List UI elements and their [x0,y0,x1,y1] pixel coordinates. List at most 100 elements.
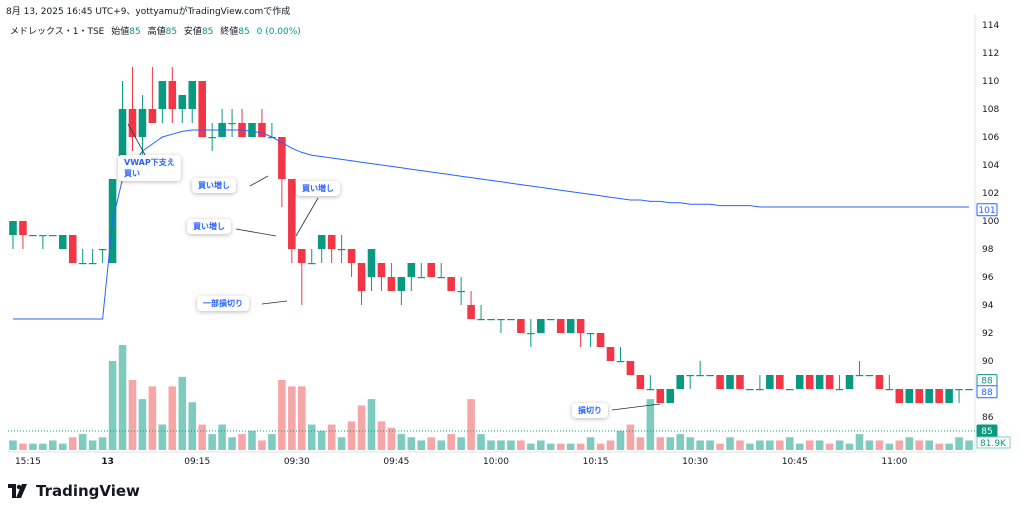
annotation-add-position-3[interactable]: 買い増し [187,219,231,234]
time-tick-label: 15:15 [15,457,41,467]
candle-body [965,389,973,391]
volume-bar [467,399,475,450]
candle-body [367,249,376,277]
volume-bar [208,434,216,450]
candle-body [945,389,953,403]
volume-bar [766,440,774,450]
volume-bar [885,443,894,450]
candle-body [656,389,665,403]
volume-bar [118,345,127,450]
volume-bar [845,443,854,450]
candle-body [58,235,67,249]
price-tick-label: 102 [982,189,999,199]
volume-bar [746,443,754,450]
annotation-stop-loss[interactable]: 損切り [572,403,608,418]
volume-bar [497,440,505,450]
volume-bar [636,437,645,450]
candle-body [855,375,864,377]
price-tick-label: 86 [982,413,994,423]
volume-bar [158,424,167,450]
candle-body [148,109,157,123]
volume-bar [795,443,804,450]
volume-bar [676,434,685,450]
volume-bar [297,386,306,450]
price-tick-label: 90 [982,357,994,367]
volume-bar [716,443,724,450]
volume-bar [696,440,704,450]
candle-body [178,95,187,109]
ma2-price-badge-bg [976,385,998,399]
volume-bar [248,430,256,450]
candle-body [955,389,963,391]
volume-bar [218,424,226,450]
ma2-price-badge: 88 [981,388,993,398]
candle-body [746,389,754,391]
candle-body [138,109,147,137]
volume-bar [865,440,874,450]
vwap-price-badge: 101 [978,206,995,216]
candle-body [537,319,545,333]
volume-bar [347,421,356,450]
time-tick-label: 11:00 [881,457,907,467]
volume-bar [646,399,655,450]
price-tick-label: 114 [982,21,999,31]
annotation-add-position-1[interactable]: 買い増し [192,178,236,193]
candle-body [825,375,834,389]
volume-bar [487,440,495,450]
vwap-price-badge-bg [976,203,998,217]
candle-body [556,319,565,333]
candle-body [925,389,933,403]
price-tick-label: 108 [982,105,999,115]
candle-body [895,389,904,403]
price-tick-label: 92 [982,329,993,339]
annotation-partial-stop-loss[interactable]: 一部損切り [197,296,249,311]
candle-body [357,263,366,291]
volume-bar [586,437,595,450]
volume-bar [78,434,87,450]
volume-bar [616,430,625,450]
ma1-price-badge: 88 [981,377,993,387]
annotation-vwap-support[interactable]: VWAP下支え 買い [118,155,181,181]
candle-body [9,221,17,235]
candle-body [477,319,485,321]
price-tick-label: 106 [982,133,999,143]
volume-bar [815,440,824,450]
volume-bar [785,437,794,450]
candle-body [596,333,605,347]
volume-bar [108,360,117,450]
volume-bar [138,399,147,450]
annotation-leader-line [611,403,661,411]
volume-badge: 81.9K [980,439,1007,449]
candle-body [377,263,386,277]
candle-body [248,123,256,137]
volume-bar [756,440,764,450]
annotation-leader-line [249,175,269,187]
volume-bar [437,440,445,450]
tradingview-logo[interactable]: TradingView [8,482,140,500]
volume-bar [168,386,177,450]
annotation-add-position-2[interactable]: 買い増し [296,181,340,196]
volume-bar [148,386,157,450]
candle-body [258,123,266,137]
volume-bar [88,440,97,450]
volume-bar [49,440,57,450]
candle-body [397,277,406,291]
volume-badge-bg [976,436,1011,449]
volume-bar [397,434,406,450]
symbol-name[interactable]: メドレックス・1・TSE [10,27,105,37]
candle-body [98,249,107,251]
high-label: 高値 [147,27,166,37]
candle-body [78,263,87,265]
candle-body [188,81,197,109]
volume-bar [357,405,366,450]
candle-body [387,277,396,291]
volume-bar [596,443,605,450]
vwap-line [12,129,970,320]
candle-body [626,361,635,375]
candle-body [347,249,356,263]
time-tick-label: 10:30 [682,457,708,467]
candle-body [29,235,37,237]
volume-bar [188,402,197,450]
candle-body [317,235,326,249]
